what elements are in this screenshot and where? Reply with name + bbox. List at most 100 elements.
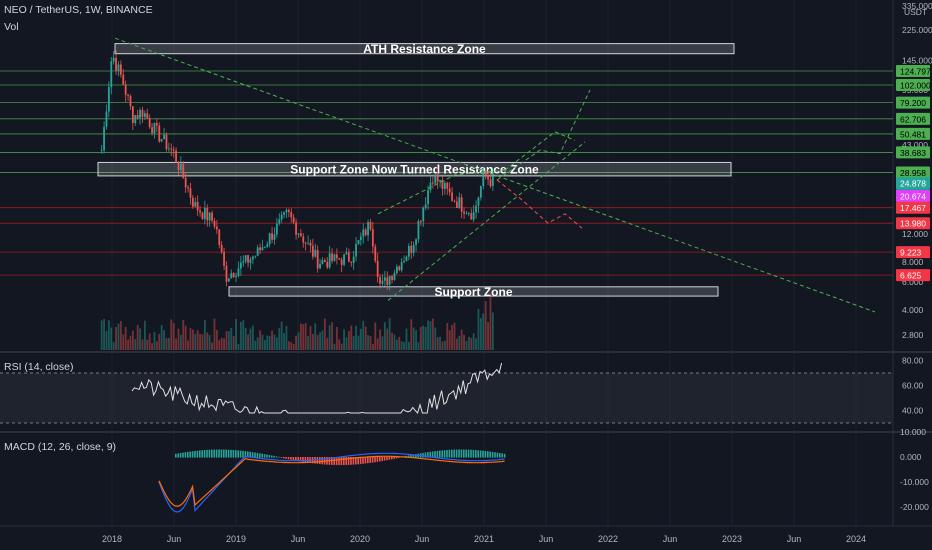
macd-hist-bar bbox=[376, 457, 379, 462]
price-axis-label: 4.000 bbox=[902, 305, 924, 315]
volume-bar bbox=[237, 343, 240, 350]
macd-hist-bar bbox=[501, 453, 503, 458]
price-tag-text: 50.481 bbox=[900, 129, 926, 139]
macd-hist-bar bbox=[271, 455, 273, 458]
macd-hist-bar bbox=[388, 457, 391, 460]
macd-line bbox=[158, 452, 505, 513]
macd-hist-bar bbox=[179, 453, 182, 458]
candle-body bbox=[249, 259, 252, 263]
candle-body bbox=[362, 229, 365, 237]
macd-hist-bar bbox=[470, 449, 472, 458]
volume-bar bbox=[218, 339, 221, 350]
candle-body bbox=[331, 253, 333, 261]
volume-bar bbox=[110, 327, 113, 350]
macd-hist-bar bbox=[254, 452, 256, 458]
zone-label: Support Zone Now Turned Resistance Zone bbox=[290, 163, 539, 177]
volume-bar bbox=[302, 324, 305, 350]
volume-bar bbox=[266, 335, 269, 350]
macd-hist-bar bbox=[431, 451, 434, 458]
macd-hist-bar bbox=[362, 457, 364, 464]
candle-body bbox=[448, 188, 451, 193]
candle-body bbox=[434, 174, 437, 184]
candle-body bbox=[463, 211, 465, 214]
volume-bar bbox=[191, 329, 194, 350]
macd-hist-bar bbox=[297, 457, 299, 462]
volume-bar bbox=[103, 318, 105, 350]
macd-hist-bar bbox=[335, 457, 338, 466]
macd-hist-bar bbox=[487, 451, 489, 458]
rsi-axis-label: 60.00 bbox=[902, 381, 924, 391]
macd-hist-bar bbox=[333, 457, 335, 466]
candle-body bbox=[110, 61, 113, 87]
macd-hist-bar bbox=[259, 453, 261, 458]
volume-bar bbox=[465, 340, 468, 350]
macd-hist-bar bbox=[364, 457, 367, 464]
rsi-axis-label: 40.00 bbox=[902, 406, 924, 416]
upper-channel-line bbox=[377, 169, 506, 215]
macd-hist-bar bbox=[239, 450, 242, 458]
candle-body bbox=[467, 213, 470, 215]
macd-hist-bar bbox=[393, 457, 395, 459]
candle-body bbox=[112, 57, 115, 62]
time-axis[interactable]: 2018 Jun 2019 Jun 2020 Jun 2021 Jun 2022 Jun 2023 J… bbox=[102, 534, 866, 544]
macd-hist-bar bbox=[467, 449, 470, 458]
price-tag-text: 79.200 bbox=[900, 98, 926, 108]
macd-hist-bar bbox=[383, 457, 386, 461]
volume-bar bbox=[347, 331, 350, 350]
zone-label: ATH Resistance Zone bbox=[363, 42, 486, 56]
volume-bar bbox=[172, 323, 175, 350]
candle-body bbox=[299, 233, 302, 237]
candle-body bbox=[307, 242, 309, 244]
macd-hist-bar bbox=[232, 449, 235, 458]
volume-bar bbox=[482, 313, 485, 350]
macd-hist-bar bbox=[215, 449, 218, 458]
macd-hist-bar bbox=[194, 450, 196, 458]
candle-body bbox=[393, 273, 396, 280]
price-axis-label: 2.800 bbox=[902, 330, 924, 340]
macd-hist-bar bbox=[304, 457, 307, 463]
macd-hist-bar bbox=[275, 456, 278, 458]
candle-body bbox=[367, 222, 369, 236]
volume-bar bbox=[314, 323, 317, 350]
volume-bar bbox=[225, 331, 228, 350]
candle-body bbox=[321, 260, 324, 264]
volume-bar bbox=[429, 321, 432, 350]
macd-hist-bar bbox=[230, 449, 232, 458]
candle-body bbox=[314, 250, 317, 257]
macd-hist-bar bbox=[206, 449, 208, 458]
volume-bar bbox=[100, 320, 103, 350]
price-tag-text: 28.958 bbox=[900, 168, 926, 178]
candle-body bbox=[422, 207, 425, 222]
price-axis-label: 335.000 bbox=[902, 1, 932, 11]
volume-bar bbox=[155, 341, 158, 350]
volume-bar bbox=[436, 337, 439, 350]
price-tag-text: 20.674 bbox=[900, 191, 926, 201]
macd-hist-bar bbox=[463, 449, 465, 458]
macd-hist-bar bbox=[316, 457, 319, 464]
macd-hist-bar bbox=[439, 450, 441, 458]
macd-label: MACD (12, 26, close, 9) bbox=[4, 441, 116, 453]
volume-bar bbox=[458, 335, 461, 350]
candle-body bbox=[158, 125, 161, 142]
price-axis-label: 145.000 bbox=[902, 56, 932, 66]
macd-hist-bar bbox=[273, 455, 275, 458]
candle-body bbox=[323, 260, 326, 263]
macd-hist-bar bbox=[196, 450, 199, 458]
volume-label: Vol bbox=[4, 21, 19, 33]
candle-body bbox=[383, 277, 386, 281]
candle-body bbox=[465, 213, 468, 215]
volume-bar bbox=[194, 333, 197, 350]
bullish-projection bbox=[496, 89, 591, 181]
volume-bar bbox=[143, 320, 146, 350]
candle-body bbox=[287, 210, 290, 212]
macd-axis-label: -20.000 bbox=[900, 502, 929, 512]
macd-hist-bar bbox=[227, 449, 230, 458]
candle-body bbox=[316, 250, 319, 269]
candle-body bbox=[482, 171, 485, 187]
candle-body bbox=[199, 210, 201, 213]
volume-bar bbox=[295, 335, 297, 350]
volume-bar bbox=[472, 333, 475, 350]
volume-bar bbox=[448, 330, 451, 350]
rsi-band bbox=[0, 373, 893, 423]
